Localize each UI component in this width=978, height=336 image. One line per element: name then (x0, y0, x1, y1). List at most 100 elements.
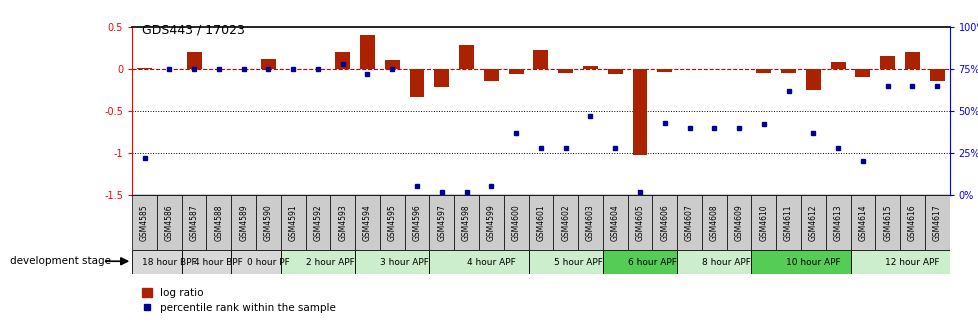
Bar (182, 195, 206, 250)
Bar (850, 250, 949, 274)
Text: GSM4600: GSM4600 (511, 204, 520, 241)
Bar (187, 52, 201, 69)
Text: GSM4602: GSM4602 (560, 204, 569, 241)
Text: 0 hour PF: 0 hour PF (246, 258, 289, 266)
Text: GSM4587: GSM4587 (190, 204, 199, 241)
Bar (583, 66, 598, 69)
Text: GSM4610: GSM4610 (759, 204, 768, 241)
Text: GSM4594: GSM4594 (363, 204, 372, 241)
Bar (726, 195, 751, 250)
Bar (384, 60, 399, 69)
Bar (577, 195, 602, 250)
Bar (533, 50, 548, 69)
Bar (360, 35, 375, 69)
Text: GSM4605: GSM4605 (635, 204, 644, 241)
Bar (830, 62, 845, 69)
Text: GSM4609: GSM4609 (734, 204, 743, 241)
Bar (800, 195, 824, 250)
Bar (231, 195, 256, 250)
Bar (855, 69, 869, 77)
Bar (751, 250, 850, 274)
Bar (434, 69, 449, 87)
Bar (504, 195, 528, 250)
Text: GSM4597: GSM4597 (437, 204, 446, 241)
Bar (850, 195, 874, 250)
Text: GSM4614: GSM4614 (858, 204, 867, 241)
Text: GSM4596: GSM4596 (412, 204, 422, 241)
Text: GSM4615: GSM4615 (882, 204, 891, 241)
Bar (879, 56, 894, 69)
Bar (454, 195, 478, 250)
Text: GSM4616: GSM4616 (907, 204, 916, 241)
Text: GSM4601: GSM4601 (536, 204, 545, 241)
Text: GSM4586: GSM4586 (164, 204, 174, 241)
Text: GSM4603: GSM4603 (586, 204, 595, 241)
Bar (929, 69, 944, 82)
Bar (756, 69, 771, 73)
Bar (334, 52, 350, 69)
Bar (305, 195, 330, 250)
Text: GSM4592: GSM4592 (313, 204, 322, 241)
Text: GSM4607: GSM4607 (685, 204, 693, 241)
Bar (132, 250, 182, 274)
Bar (404, 195, 429, 250)
Legend: log ratio, percentile rank within the sample: log ratio, percentile rank within the sa… (137, 284, 340, 317)
Bar (627, 195, 651, 250)
Bar (528, 250, 602, 274)
Text: GSM4591: GSM4591 (289, 204, 297, 241)
Bar (677, 195, 701, 250)
Text: 4 hour APF: 4 hour APF (467, 258, 515, 266)
Bar (483, 69, 498, 82)
Bar (656, 69, 672, 72)
Text: 5 hour APF: 5 hour APF (553, 258, 601, 266)
Bar (281, 195, 305, 250)
Text: GDS443 / 17023: GDS443 / 17023 (142, 24, 244, 37)
Bar (651, 195, 677, 250)
Text: GSM4604: GSM4604 (610, 204, 619, 241)
Text: 10 hour APF: 10 hour APF (785, 258, 840, 266)
Bar (776, 195, 800, 250)
Bar (409, 69, 424, 97)
Bar (137, 68, 152, 69)
Bar (874, 195, 899, 250)
Bar (478, 195, 504, 250)
Text: 4 hour BPF: 4 hour BPF (195, 258, 243, 266)
Bar (557, 69, 572, 73)
Bar (429, 195, 454, 250)
Bar (156, 195, 182, 250)
Bar (899, 195, 924, 250)
Bar (780, 69, 795, 73)
Text: 8 hour APF: 8 hour APF (701, 258, 750, 266)
Text: GSM4608: GSM4608 (709, 204, 718, 241)
Text: GSM4585: GSM4585 (140, 204, 149, 241)
Bar (379, 195, 404, 250)
Text: GSM4599: GSM4599 (486, 204, 495, 241)
Bar (677, 250, 751, 274)
Text: development stage: development stage (10, 256, 111, 266)
Bar (553, 195, 577, 250)
Text: 3 hour APF: 3 hour APF (379, 258, 428, 266)
Text: GSM4613: GSM4613 (833, 204, 842, 241)
Bar (459, 45, 473, 69)
Text: GSM4606: GSM4606 (659, 204, 669, 241)
Bar (701, 195, 726, 250)
Text: GSM4611: GSM4611 (783, 204, 792, 241)
Text: 18 hour BPF: 18 hour BPF (142, 258, 197, 266)
Bar (602, 195, 627, 250)
Bar (509, 69, 523, 74)
Bar (824, 195, 850, 250)
Bar (231, 250, 281, 274)
Text: GSM4598: GSM4598 (462, 204, 470, 241)
Bar (429, 250, 528, 274)
Text: GSM4612: GSM4612 (808, 204, 817, 241)
Bar (206, 195, 231, 250)
Bar (355, 250, 429, 274)
Bar (132, 195, 156, 250)
Bar (528, 195, 553, 250)
Text: GSM4595: GSM4595 (387, 204, 396, 241)
Bar (924, 195, 949, 250)
Bar (805, 69, 820, 90)
Bar (602, 250, 677, 274)
Bar (256, 195, 281, 250)
Bar (355, 195, 379, 250)
